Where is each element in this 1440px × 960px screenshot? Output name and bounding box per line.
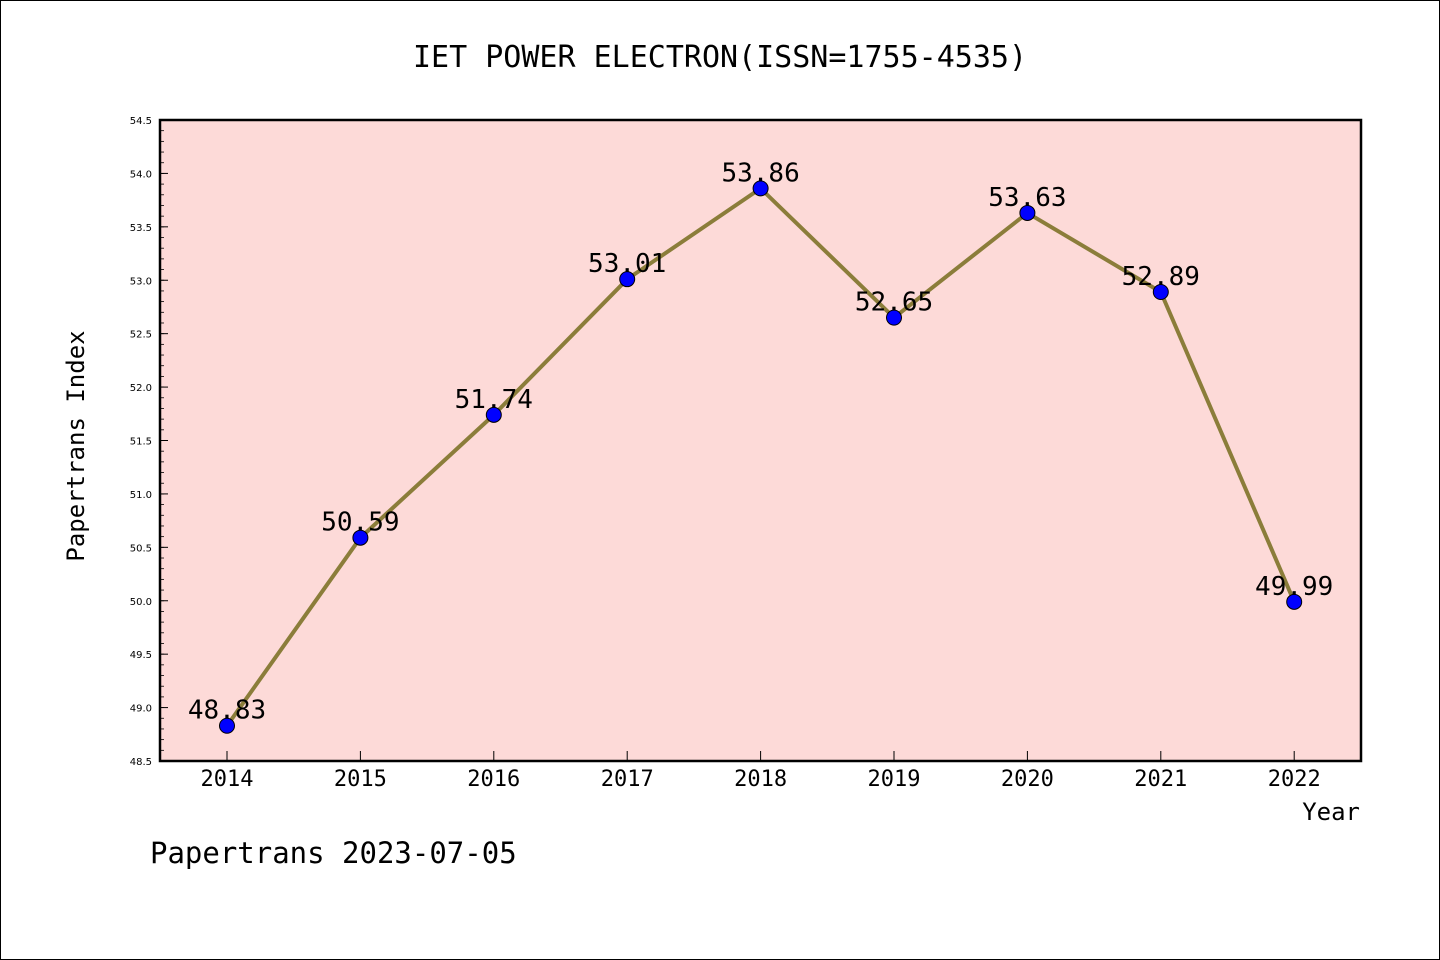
data-point [619,271,636,288]
y-tick-label: 48.5 [130,757,152,768]
y-tick-label: 54.0 [130,169,152,180]
data-label: 50.59 [321,508,399,538]
x-axis-label: Year [1302,798,1360,826]
x-tick-label: 2015 [334,767,387,792]
x-tick-label: 2018 [734,767,787,792]
y-axis-label: Papertrans Index [62,330,90,561]
y-tick-label: 50.0 [130,597,152,608]
data-label: 53.86 [721,158,799,188]
data-label: 51.74 [455,385,533,415]
data-point [219,717,235,734]
data-point [1019,204,1036,221]
y-tick-label: 51.5 [130,437,152,448]
x-tick-label: 2020 [1001,767,1054,792]
y-tick-label: 50.5 [130,543,152,554]
data-label: 49.99 [1255,572,1333,602]
y-tick-label: 52.5 [130,330,152,341]
x-tick-label: 2019 [868,767,921,792]
y-tick-label: 54.5 [130,116,152,127]
data-point [1286,593,1303,610]
plot-area [160,120,1361,761]
data-label: 52.65 [855,288,933,318]
data-point [352,529,369,546]
y-tick-label: 49.0 [130,704,152,715]
plot-border [158,118,1363,763]
chart-title: IET POWER ELECTRON(ISSN=1755-4535) [413,40,1027,75]
x-axis-ticks: 2014 2015 2016 2017 2018 2019 2020 2021 2022 [201,751,1321,792]
data-labels: 48.83 50.59 51.74 53.01 53.86 52.65 53.63 52.89… [188,158,1333,725]
y-tick-label: 49.5 [130,650,152,661]
x-tick-label: 2014 [201,767,254,792]
data-point [485,406,502,423]
x-tick-label: 2017 [601,767,654,792]
data-label: 53.01 [588,249,666,279]
data-markers [219,180,1303,734]
y-tick-label: 53.5 [130,223,152,234]
y-tick-label: 51.0 [130,490,152,501]
data-label: 52.89 [1122,262,1200,292]
footer-text: Papertrans 2023-07-05 [150,836,517,870]
data-point [1152,284,1169,301]
x-tick-label: 2021 [1134,767,1187,792]
y-tick-label: 52.0 [130,383,152,394]
data-label: 48.83 [188,696,266,726]
y-tick-label: 53.0 [130,276,152,287]
data-point [886,309,902,326]
x-tick-label: 2022 [1268,767,1321,792]
data-point [752,180,769,197]
x-tick-label: 2016 [467,767,520,792]
data-label: 53.63 [988,183,1066,213]
